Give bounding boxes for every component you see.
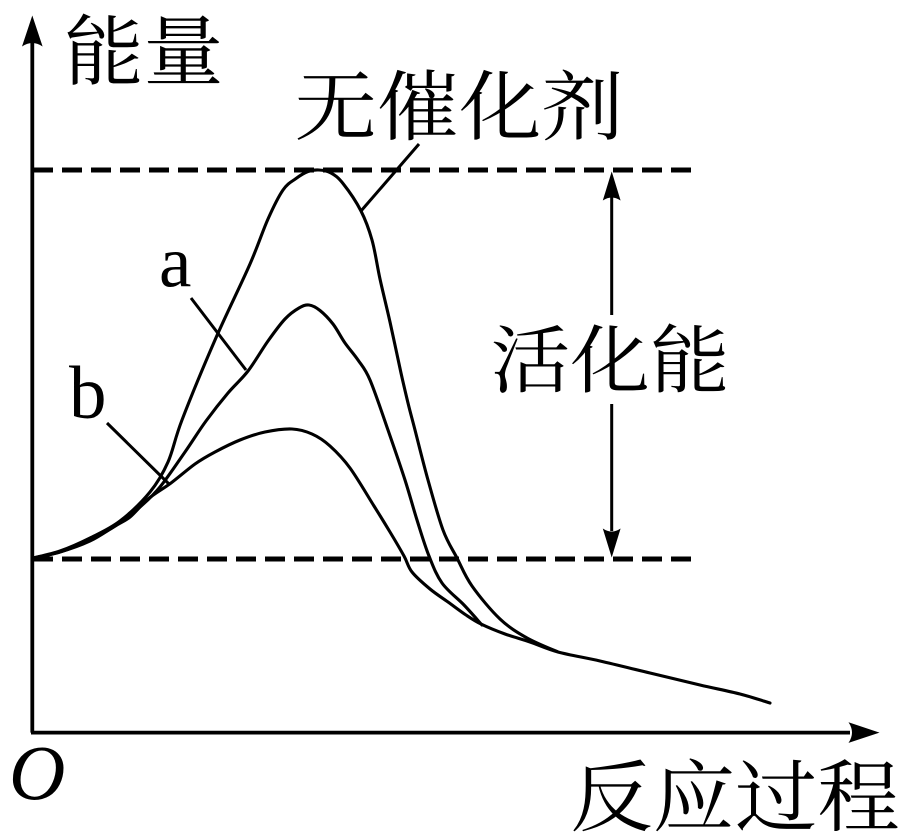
svg-text:a: a — [159, 222, 191, 303]
svg-text:O: O — [9, 729, 65, 816]
svg-text:b: b — [69, 352, 107, 435]
